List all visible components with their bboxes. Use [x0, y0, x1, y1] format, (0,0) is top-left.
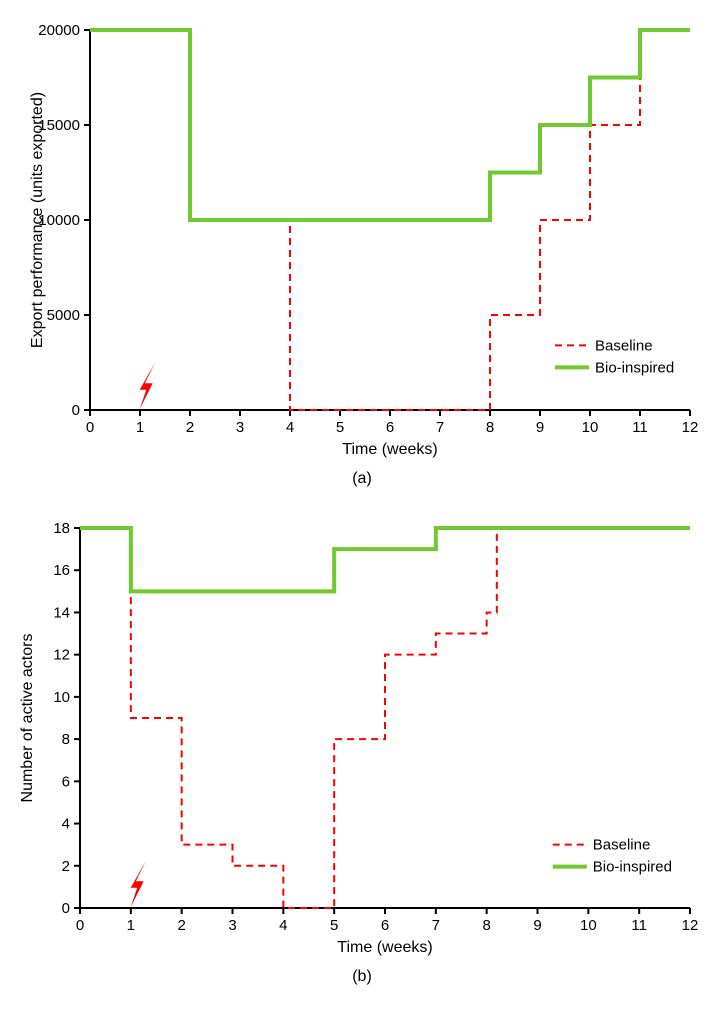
x-axis-label: Time (weeks) — [342, 441, 437, 458]
y-tick-label: 0 — [62, 900, 70, 917]
y-tick-label: 0 — [72, 402, 80, 419]
x-tick-label: 5 — [330, 917, 338, 934]
lightning-icon — [140, 362, 156, 409]
x-axis-label: Time (weeks) — [337, 939, 432, 956]
legend-label: Baseline — [595, 337, 653, 354]
x-tick-label: 11 — [631, 917, 647, 934]
x-tick-label: 10 — [582, 419, 599, 436]
lightning-icon — [131, 860, 147, 907]
x-tick-label: 9 — [533, 917, 541, 934]
series-bio-inspired — [90, 30, 690, 220]
x-tick-label: 7 — [436, 419, 444, 436]
x-tick-label: 12 — [682, 917, 699, 934]
y-tick-label: 16 — [53, 562, 70, 579]
y-tick-label: 6 — [62, 773, 70, 790]
subplot-label: (b) — [20, 968, 704, 986]
x-tick-label: 2 — [177, 917, 185, 934]
y-axis-label: Export performance (units exported) — [29, 92, 46, 348]
x-tick-label: 8 — [482, 917, 490, 934]
series-bio-inspired — [80, 528, 690, 591]
x-tick-label: 5 — [336, 419, 344, 436]
legend-label: Bio-inspired — [595, 359, 674, 376]
y-tick-label: 12 — [53, 647, 70, 664]
x-tick-label: 6 — [381, 917, 389, 934]
x-tick-label: 4 — [279, 917, 287, 934]
chart-a: 012345678910111205000100001500020000Time… — [20, 20, 704, 460]
x-tick-label: 1 — [136, 419, 144, 436]
x-tick-label: 4 — [286, 419, 294, 436]
x-tick-label: 8 — [486, 419, 494, 436]
y-tick-label: 20000 — [38, 22, 80, 39]
legend-label: Baseline — [593, 837, 651, 854]
y-tick-label: 2 — [62, 858, 70, 875]
y-tick-label: 14 — [53, 604, 70, 621]
subplot-label: (a) — [20, 470, 704, 488]
y-tick-label: 10 — [53, 689, 70, 706]
y-tick-label: 8 — [62, 731, 70, 748]
x-tick-label: 7 — [432, 917, 440, 934]
x-tick-label: 3 — [236, 419, 244, 436]
legend-label: Bio-inspired — [593, 859, 672, 876]
x-tick-label: 10 — [580, 917, 597, 934]
chart-b: 0123456789101112024681012141618Time (wee… — [20, 518, 704, 958]
x-tick-label: 9 — [536, 419, 544, 436]
chart-panel: 0123456789101112024681012141618Time (wee… — [20, 518, 704, 958]
x-tick-label: 3 — [228, 917, 236, 934]
y-tick-label: 18 — [53, 520, 70, 537]
x-tick-label: 11 — [632, 419, 648, 436]
x-tick-label: 6 — [386, 419, 394, 436]
y-tick-label: 5000 — [47, 307, 80, 324]
x-tick-label: 12 — [682, 419, 699, 436]
y-tick-label: 4 — [62, 816, 70, 833]
chart-panel: 012345678910111205000100001500020000Time… — [20, 20, 704, 460]
x-tick-label: 2 — [186, 419, 194, 436]
y-axis-label: Number of active actors — [20, 634, 36, 803]
x-tick-label: 0 — [86, 419, 94, 436]
x-tick-label: 0 — [76, 917, 84, 934]
x-tick-label: 1 — [127, 917, 135, 934]
